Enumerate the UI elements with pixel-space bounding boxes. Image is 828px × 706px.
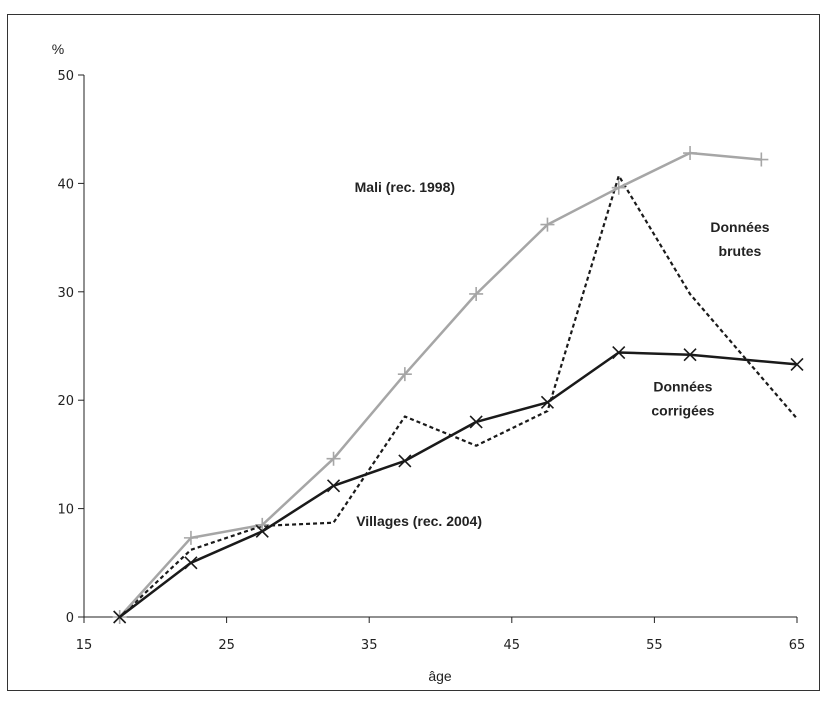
data-point-plus <box>183 530 198 545</box>
axes: 0 10 20 30 40 50 15 25 35 45 55 65 <box>57 69 805 653</box>
y-tick-label: 40 <box>57 177 74 192</box>
chart-frame <box>7 14 820 691</box>
y-tick-label: 20 <box>57 394 74 409</box>
data-point-plus <box>255 517 270 532</box>
data-point-plus <box>754 152 769 167</box>
y-tick-label: 50 <box>57 69 74 84</box>
annotation-label: corrigées <box>651 402 714 418</box>
series-line <box>118 351 798 618</box>
data-point-plus <box>683 146 698 161</box>
data-point-plus <box>469 286 484 301</box>
data-point-x <box>612 345 626 360</box>
data-point-x <box>255 524 269 538</box>
series-donnees-brutes <box>118 174 798 618</box>
data-point-x <box>326 479 341 493</box>
series-donnees-corrigees <box>113 345 804 624</box>
series-line <box>118 151 762 618</box>
annotation-label: Mali (rec. 1998) <box>355 179 455 195</box>
data-point-x <box>184 556 198 570</box>
annotation-label: Données <box>710 219 769 235</box>
data-point-x <box>540 395 555 409</box>
x-tick-label: 55 <box>646 638 663 653</box>
data-point-plus <box>540 217 555 232</box>
x-axis-label: âge <box>428 668 452 684</box>
annotation-label: brutes <box>719 243 762 259</box>
series-layer <box>112 146 804 624</box>
data-point-x <box>113 610 127 624</box>
data-point-x <box>790 357 804 371</box>
data-point-plus <box>611 180 626 195</box>
data-point-plus <box>326 451 341 466</box>
data-point-x <box>469 415 483 429</box>
data-point-plus <box>397 367 412 382</box>
x-tick-label: 45 <box>504 638 521 653</box>
x-tick-label: 35 <box>361 638 378 653</box>
x-tick-label: 65 <box>789 638 806 653</box>
annotation-label: Villages (rec. 2004) <box>356 513 482 529</box>
y-tick-label: 10 <box>57 503 74 518</box>
series-mali-rec-1998 <box>112 146 769 624</box>
annotation-label: Données <box>653 379 712 395</box>
y-tick-label: 30 <box>57 286 74 301</box>
series-line <box>118 174 798 618</box>
data-point-x <box>398 454 412 468</box>
y-axis-label: % <box>52 41 64 57</box>
x-tick-label: 25 <box>218 638 235 653</box>
data-point-x <box>683 348 697 362</box>
annotations: Mali (rec. 1998) Données brutes Données corr… <box>355 179 770 529</box>
y-tick-label: 0 <box>66 611 74 626</box>
x-tick-label: 15 <box>76 638 93 653</box>
